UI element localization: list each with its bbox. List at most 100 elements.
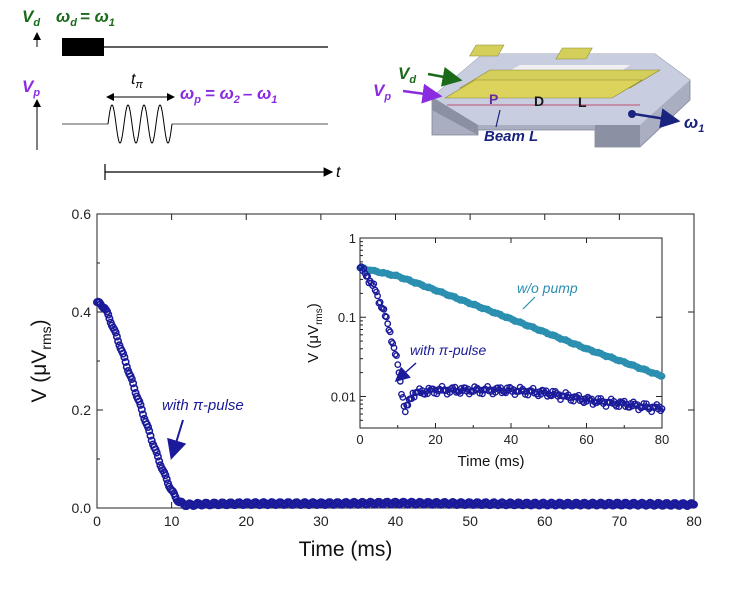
main-x-tick-label: 60 [537,513,553,529]
main-data-point [144,422,153,431]
inset-annotation-wo-pump-pointer [522,296,536,310]
inset-y-tick-label: 1 [349,231,356,246]
main-y-axis-label: V (μVrms) [28,319,54,402]
device-omega-dot [628,110,636,118]
beam-l [443,79,644,99]
inset-chart: 0 20 40 60 80 0.01 0.1 1 Time (ms) V (μVrms) w/o p… [305,231,669,470]
inset-data-point [398,390,405,398]
main-data-point [689,500,698,509]
inset-series-pi-pulse [356,263,666,416]
inset-data-point [401,408,409,416]
device-omega-arrow [633,108,681,129]
main-data-point [129,379,138,388]
inset-data-point [643,400,650,408]
gold-pad-2 [555,47,593,60]
electrode-l-label: L [578,94,587,110]
main-x-tick-label: 40 [388,513,404,529]
device-omega-label: ω1 [684,113,704,135]
inset-data-point [372,288,380,296]
inset-data-point [390,344,398,352]
main-x-tick-label: 0 [93,513,101,529]
main-x-tick-label: 80 [686,513,702,529]
main-data-point [127,375,136,384]
device-side-right [595,125,640,147]
main-data-point [137,405,146,414]
main-series-markers [93,297,698,510]
device-vp-arrow [402,83,443,104]
inset-data-point [640,400,648,407]
inset-annotation-pi-pulse-arrow [394,362,417,383]
inset-x-axis-label: Time (ms) [458,453,525,470]
main-x-tick-label: 50 [462,513,478,529]
inset-data-point [382,313,390,321]
inset-annotation-pi-pulse: with π-pulse [410,342,487,358]
main-x-axis-label: Time (ms) [299,538,393,561]
vd-equation: ωd = ω1 [56,7,115,29]
wp-equation: ωp = ω2– ω1 [180,84,277,106]
main-data-point [147,436,156,445]
inset-data-point [391,350,399,358]
inset-data-point [374,292,381,300]
inset-data-point [384,320,392,328]
inset-x-tick-label: 60 [579,432,593,447]
main-annotation-arrow [167,419,187,460]
time-axis-label: t [336,164,341,181]
vd-drive-block [62,38,104,56]
main-x-tick-label: 70 [612,513,628,529]
inset-data-point [380,305,388,313]
main-y-tick-label: 0.6 [72,206,92,222]
inset-annotation-wo-pump: w/o pump [517,280,578,296]
main-data-point [130,384,139,393]
main-data-point [121,357,130,366]
inset-data-point [658,372,666,380]
device-illustration: P D L Beam L Vd Vp ω1 [373,44,704,148]
beam-l-label: Beam L [484,128,538,145]
main-data-point [155,457,164,466]
inset-data-point [410,393,418,401]
main-x-tick-label: 30 [313,513,329,529]
pulse-schematic: Vd ωd = ω1 Vp tπ ωp = ω2– ω1 t [22,7,341,181]
main-annotation-pi-pulse: with π-pulse [162,397,244,414]
inset-data-point [478,390,486,398]
electrode-p-label: P [489,91,498,107]
tpi-label: tπ [131,71,143,91]
main-y-tick-label: 0.4 [72,304,92,320]
vp-label: Vp [22,77,40,99]
main-data-point [104,310,113,319]
main-y-tick-label: 0.0 [72,500,92,516]
main-data-point [122,362,131,371]
inset-data-point [386,328,394,336]
inset-data-point [399,393,407,401]
pi-pulse-wave [107,104,173,144]
device-vd-arrow [427,66,463,87]
main-x-tick-label: 20 [238,513,254,529]
main-data-point [119,349,128,358]
main-data-point [161,471,170,480]
inset-data-point [393,352,400,359]
inset-x-tick-label: 80 [655,432,669,447]
main-data-point [136,400,145,409]
inset-y-tick-label: 0.1 [338,310,356,325]
main-data-point [152,448,161,457]
main-x-tick-label: 10 [164,513,180,529]
inset-x-tick-label: 40 [504,432,518,447]
electrode-d-label: D [534,93,544,109]
main-data-point [111,328,120,337]
gold-pad-1 [469,44,505,57]
device-vd-label: Vd [398,64,416,86]
main-data-point [120,353,129,362]
inset-y-tick-label: 0.01 [331,389,356,404]
main-data-point [114,337,123,346]
inset-data-point [433,390,441,398]
main-data-point [112,332,121,341]
device-side-left [432,97,478,135]
main-data-point [145,426,154,435]
inset-x-tick-label: 0 [356,432,363,447]
main-data-point [162,475,171,484]
main-data-point [153,452,162,461]
main-data-point [105,314,114,323]
inset-x-tick-label: 20 [428,432,442,447]
inset-data-point [370,280,378,288]
